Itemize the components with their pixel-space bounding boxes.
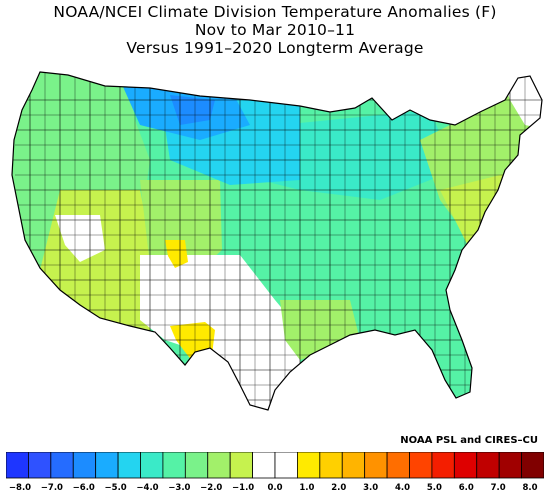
colorbar-bin [319,452,343,479]
colorbar-tick-label: 1.0 [299,483,314,492]
colorbar-bin [140,452,164,479]
colorbar-bin [409,452,433,479]
colorbar-bin [297,452,321,479]
colorbar-bin [207,452,231,479]
colorbar-bin [72,452,97,479]
division-boundaries [12,72,542,410]
colorbar-tick-label: 8.0 [522,483,537,492]
colorbar-tick-label: −4.0 [136,483,158,492]
colorbar-tick-label: −3.0 [168,483,190,492]
colorbar-ticks: −8.0 −7.0 −6.0 −5.0 −4.0 −3.0 −2.0 −1.0 0.0 1.0 2.… [9,483,538,492]
colorbar-bin [364,452,388,479]
colorbar-bin [162,452,186,479]
colorbar-bin [95,452,119,479]
us-climate-division-map [11,71,543,411]
colorbar-tick-label: −8.0 [9,483,31,492]
colorbar-tick-label: 3.0 [363,483,378,492]
colorbar-tick-label: −5.0 [105,483,127,492]
colorbar-bin [50,452,74,479]
colorbar-tick-label: 0.0 [267,483,282,492]
colorbar-bin [476,452,500,479]
colorbar-bin [498,452,522,479]
colorbar-tick-label: 4.0 [395,483,410,492]
colorbar-bin [117,452,141,479]
colorbar-tick-label: −1.0 [232,483,254,492]
map-period: Nov to Mar 2010–11 [194,21,356,39]
colorbar-bin [229,452,253,479]
colorbar-bin [386,452,410,479]
colorbar-tick-label: −6.0 [73,483,95,492]
colorbar-bin [274,452,298,479]
data-credit: NOAA PSL and CIRES–CU [400,435,538,446]
map-title: NOAA/NCEI Climate Division Temperature A… [53,3,497,21]
anomaly-colorbar: −8.0 −7.0 −6.0 −5.0 −4.0 −3.0 −2.0 −1.0 0.0 1.0 2.… [6,452,544,492]
colorbar-tick-label: 7.0 [491,483,506,492]
colorbar-bin [28,452,52,479]
colorbar-bin [521,452,544,479]
colorbar-bin [453,452,478,479]
colorbar-tick-label: 5.0 [427,483,442,492]
colorbar-bin [341,452,366,479]
colorbar-tick-label: −2.0 [200,483,222,492]
colorbar-tick-label: 6.0 [459,483,474,492]
colorbar-tick-label: 2.0 [331,483,346,492]
colorbar-bin [252,452,276,479]
colorbar-bin [184,452,209,479]
map-baseline: Versus 1991–2020 Longterm Average [126,39,424,57]
anomaly-regions [12,72,542,410]
colorbar-bin [431,452,455,479]
colorbar-tick-label: −7.0 [41,483,63,492]
colorbar-bins [6,452,544,479]
colorbar-bin [6,452,29,479]
